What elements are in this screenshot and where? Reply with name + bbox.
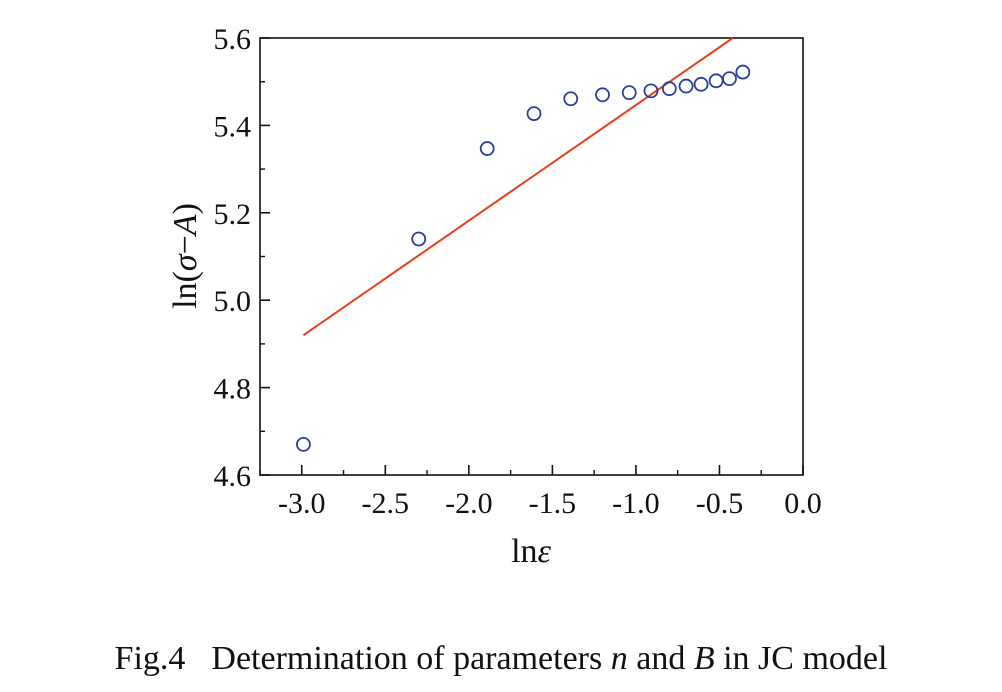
data-point	[693, 76, 709, 92]
caption-text-2: and	[627, 640, 694, 677]
data-point	[678, 78, 694, 94]
plot-frame	[259, 37, 804, 476]
data-point	[296, 437, 311, 452]
caption-text-3: in JC model	[714, 640, 888, 677]
data-point	[708, 73, 724, 89]
data-point	[411, 231, 427, 247]
figure-caption: Fig.4 Determination of parameters n and B…	[0, 640, 1002, 678]
y-tick-label: 4.6	[214, 460, 252, 493]
y-tick-label: 5.2	[214, 198, 252, 231]
y-tick-label: 5.4	[214, 110, 252, 143]
x-axis-title-symbol: ε	[538, 533, 552, 570]
caption-text-1: Determination of parameters	[211, 640, 611, 677]
y-axis-ticks: 4.6 4.8 5.0 5.2 5.4 5.6	[214, 23, 270, 493]
x-tick-label: -2.5	[362, 487, 410, 520]
data-point	[621, 85, 637, 101]
y-axis-title-minus: −	[167, 235, 204, 254]
data-points-layer	[296, 64, 751, 452]
x-tick-label: -1.5	[529, 487, 577, 520]
y-axis-title-suffix: )	[167, 203, 204, 214]
y-axis-title-symbol-sigma: σ	[167, 253, 204, 271]
data-point	[595, 87, 610, 103]
x-axis-ticks: -3.0 -2.5 -2.0 -1.5 -1.0 -0.5 0.0	[259, 465, 822, 520]
data-point	[722, 71, 737, 87]
x-axis-title-prefix: ln	[511, 533, 537, 570]
x-axis-title: lnε	[511, 533, 551, 570]
data-point	[526, 106, 542, 122]
data-point	[661, 81, 677, 97]
x-tick-label: -0.5	[696, 487, 744, 520]
x-tick-label: 0.0	[784, 487, 822, 520]
data-point	[563, 91, 579, 107]
y-tick-label: 5.6	[214, 23, 252, 56]
data-point	[643, 83, 659, 99]
y-tick-label: 4.8	[214, 373, 252, 406]
y-axis-title-prefix: ln(	[167, 271, 204, 309]
x-tick-label: -2.0	[445, 487, 493, 520]
data-point	[735, 64, 751, 80]
fit-line	[302, 37, 734, 336]
caption-variable-b: B	[693, 640, 715, 677]
x-tick-label: -3.0	[278, 487, 326, 520]
x-tick-label: -1.0	[612, 487, 660, 520]
y-axis-title: ln(σ−A)	[167, 203, 204, 309]
caption-variable-n: n	[610, 640, 628, 677]
caption-figure-label: Fig.4	[114, 640, 186, 677]
data-point	[479, 141, 495, 156]
y-tick-label: 5.0	[214, 285, 252, 318]
y-axis-title-symbol-a: A	[167, 214, 204, 237]
fit-line-layer	[302, 37, 734, 336]
